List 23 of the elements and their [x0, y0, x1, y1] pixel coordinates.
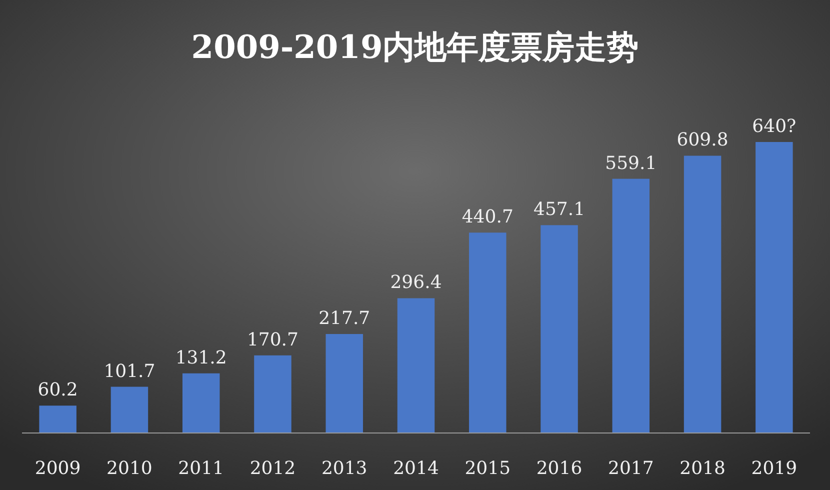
- x-tick-label: 2012: [250, 458, 296, 479]
- x-tick-label: 2017: [608, 458, 654, 479]
- x-tick-label: 2016: [536, 458, 582, 479]
- data-label: 60.2: [38, 380, 78, 401]
- x-tick-label: 2014: [393, 458, 439, 479]
- x-tick-label: 2010: [106, 458, 152, 479]
- data-label: 217.7: [318, 308, 370, 330]
- data-label: 457.1: [534, 199, 586, 220]
- data-label: 101.7: [104, 360, 156, 382]
- x-tick-label: 2011: [178, 458, 224, 479]
- x-tick-label: 2018: [680, 458, 726, 479]
- data-label: 609.8: [676, 130, 728, 151]
- data-label: 440.7: [462, 206, 514, 228]
- data-label: 296.4: [390, 272, 442, 294]
- data-label: 640?: [752, 116, 796, 137]
- x-tick-label: 2019: [751, 458, 798, 479]
- data-label: 131.2: [175, 347, 227, 368]
- data-label: 170.7: [246, 329, 298, 350]
- chart-title: 2009-2019内地年度票房走势: [191, 28, 639, 66]
- data-label: 559.1: [605, 152, 657, 174]
- x-tick-label: 2015: [464, 458, 511, 479]
- x-tick-label: 2009: [34, 458, 81, 479]
- x-tick-label: 2013: [321, 458, 368, 479]
